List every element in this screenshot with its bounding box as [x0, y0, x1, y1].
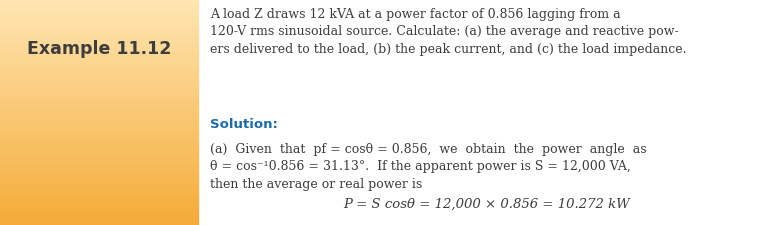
Bar — [0, 11, 198, 14]
Bar — [0, 191, 198, 194]
Bar — [0, 197, 198, 200]
Text: P = S cosθ = 12,000 × 0.856 = 10.272 kW: P = S cosθ = 12,000 × 0.856 = 10.272 kW — [343, 197, 629, 210]
Bar — [0, 146, 198, 149]
Bar — [0, 76, 198, 79]
Bar — [0, 28, 198, 31]
Bar — [0, 93, 198, 96]
Bar — [0, 152, 198, 155]
Bar — [0, 115, 198, 118]
Bar — [0, 14, 198, 17]
Bar — [0, 62, 198, 65]
Bar — [0, 51, 198, 54]
Text: (a)  Given  that  pf = cosθ = 0.856,  we  obtain  the  power  angle  as
θ = cos⁻: (a) Given that pf = cosθ = 0.856, we obt… — [209, 143, 646, 191]
Bar — [0, 202, 198, 205]
Bar — [0, 8, 198, 11]
Text: Example 11.12: Example 11.12 — [26, 40, 171, 58]
Bar — [0, 149, 198, 152]
Bar — [0, 107, 198, 110]
Bar — [0, 25, 198, 28]
Bar — [0, 121, 198, 124]
Bar — [0, 90, 198, 93]
Bar — [0, 45, 198, 48]
Bar — [0, 138, 198, 141]
Bar — [0, 135, 198, 138]
Bar — [0, 169, 198, 171]
Bar — [0, 155, 198, 157]
Bar — [0, 141, 198, 144]
Bar — [0, 31, 198, 34]
Bar — [0, 124, 198, 126]
Bar — [0, 200, 198, 202]
Bar — [0, 39, 198, 42]
Bar — [0, 59, 198, 62]
Bar — [0, 180, 198, 183]
Bar — [0, 214, 198, 216]
Bar — [0, 68, 198, 70]
Bar — [0, 194, 198, 197]
Bar — [0, 208, 198, 211]
Bar — [0, 174, 198, 177]
Bar — [0, 22, 198, 25]
Bar — [0, 163, 198, 166]
Bar — [0, 132, 198, 135]
Bar — [0, 96, 198, 99]
Bar — [0, 219, 198, 222]
Bar — [0, 79, 198, 82]
Bar — [0, 82, 198, 84]
Bar — [0, 144, 198, 146]
Bar — [0, 65, 198, 68]
Text: Solution:: Solution: — [209, 118, 277, 131]
Bar — [0, 112, 198, 115]
Bar — [0, 0, 198, 3]
Bar — [0, 104, 198, 107]
Bar — [0, 110, 198, 112]
Bar — [0, 34, 198, 36]
Bar — [0, 36, 198, 39]
Bar — [0, 118, 198, 121]
Bar — [0, 20, 198, 22]
Bar — [0, 166, 198, 169]
Bar — [0, 158, 198, 160]
Bar — [0, 54, 198, 56]
Bar — [0, 205, 198, 208]
Bar — [0, 216, 198, 219]
Bar — [0, 6, 198, 8]
Bar — [0, 101, 198, 104]
Bar — [0, 70, 198, 73]
Bar — [0, 211, 198, 214]
Bar — [0, 17, 198, 20]
Bar — [0, 129, 198, 132]
Bar — [0, 171, 198, 174]
Bar — [0, 73, 198, 76]
Bar — [0, 84, 198, 87]
Bar — [0, 177, 198, 180]
Text: A load Z draws 12 kVA at a power factor of 0.856 lagging from a
120-V rms sinuso: A load Z draws 12 kVA at a power factor … — [209, 8, 686, 56]
Bar — [0, 99, 198, 101]
Bar — [0, 126, 198, 129]
Bar — [0, 186, 198, 189]
Bar — [0, 222, 198, 225]
Bar — [0, 189, 198, 191]
Bar — [0, 183, 198, 186]
Bar — [0, 56, 198, 59]
Bar — [0, 48, 198, 51]
Bar — [0, 160, 198, 163]
Bar — [0, 87, 198, 90]
Bar — [0, 42, 198, 45]
Bar — [0, 3, 198, 6]
